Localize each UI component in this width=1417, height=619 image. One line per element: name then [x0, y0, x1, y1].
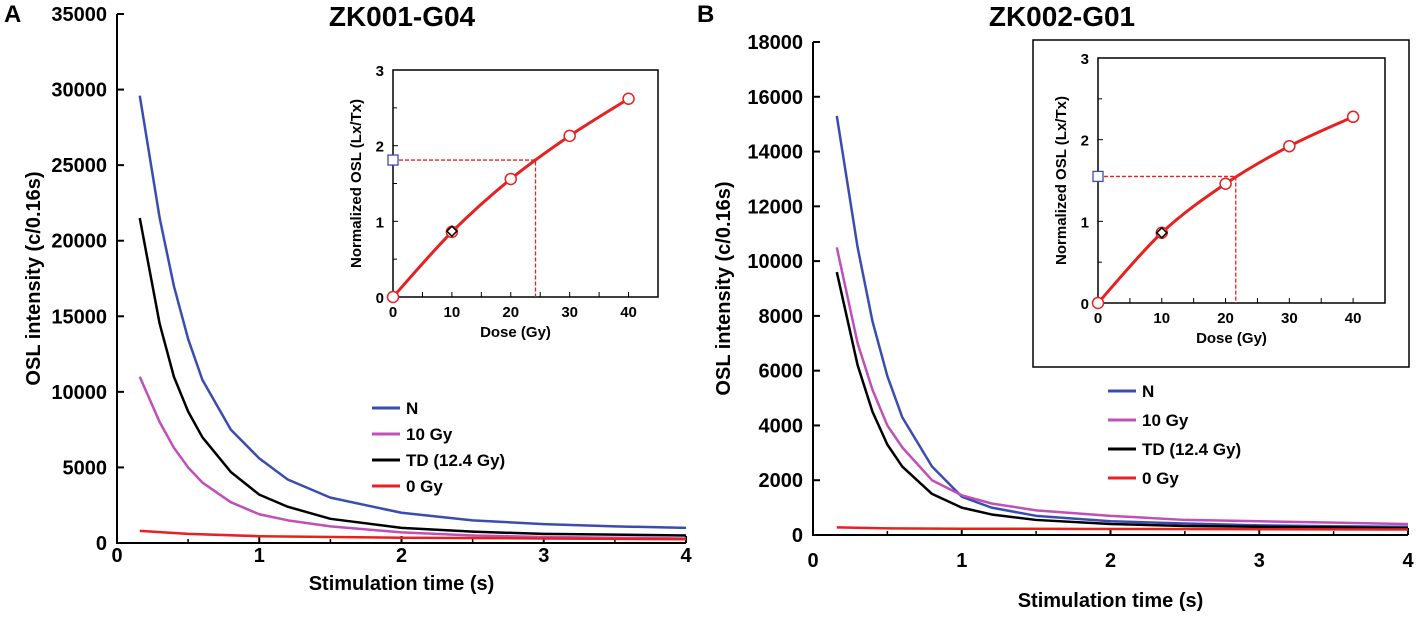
inset-x-tick-label: 40: [620, 304, 637, 321]
y-tick-label: 0: [96, 533, 107, 555]
x-tick-label: 2: [1105, 550, 1116, 572]
legend-label: N: [406, 399, 418, 418]
y-axis-label: OSL intensity (c/0.16s): [713, 181, 735, 395]
x-tick-label: 3: [1254, 550, 1265, 572]
x-tick-label: 2: [396, 545, 407, 567]
legend-label: 10 Gy: [406, 425, 453, 444]
inset-x-tick-label: 20: [502, 304, 519, 321]
panel-label: A: [4, 1, 21, 28]
inset-y-tick-label: 1: [376, 214, 384, 231]
inset-x-tick-label: 20: [1217, 310, 1234, 327]
inset-y-tick-label: 3: [376, 63, 384, 80]
series-line-1: [835, 247, 1409, 526]
inset-y-axis-label: Normalized OSL (Lx/Tx): [348, 99, 365, 268]
legend-label: 0 Gy: [406, 477, 443, 496]
inset-x-tick-label: 10: [1153, 310, 1170, 327]
x-tick-label: 1: [956, 550, 967, 572]
y-tick-label: 35000: [51, 4, 107, 26]
de-projection-line: [1098, 175, 1237, 303]
regen-point: [1283, 139, 1296, 153]
y-tick-label: 20000: [51, 231, 107, 253]
x-tick-label: 1: [254, 545, 265, 567]
y-tick-label: 10000: [51, 382, 107, 404]
chart-title: ZK001-G04: [329, 1, 476, 32]
series-line-3: [139, 529, 687, 541]
natural-signal-point: [387, 154, 399, 166]
regen-point: [504, 172, 518, 186]
regen-point: [1346, 110, 1360, 124]
y-tick-label: 10000: [747, 251, 803, 273]
y-tick-label: 30000: [51, 80, 107, 102]
inset-x-tick-label: 0: [389, 304, 397, 321]
x-tick-label: 4: [680, 545, 692, 567]
inset-x-tick-label: 30: [561, 304, 578, 321]
y-tick-label: 0: [792, 525, 803, 547]
y-tick-label: 16000: [747, 87, 803, 109]
inset-x-axis-label: Dose (Gy): [1196, 330, 1267, 347]
recycling-point: [1155, 226, 1168, 239]
series-line-2: [138, 217, 687, 537]
y-tick-label: 25000: [51, 155, 107, 177]
x-tick-label: 0: [807, 550, 818, 572]
x-tick-label: 0: [111, 545, 122, 567]
x-axis-label: Stimulation time (s): [309, 573, 495, 595]
y-tick-label: 4000: [759, 415, 804, 437]
y-tick-label: 5000: [63, 457, 108, 479]
regen-point: [1219, 177, 1232, 191]
natural-signal-point: [1092, 170, 1104, 183]
y-tick-label: 6000: [759, 361, 804, 383]
y-tick-label: 14000: [747, 142, 803, 164]
y-tick-label: 8000: [759, 306, 804, 328]
regen-point: [386, 290, 400, 304]
inset-y-tick-label: 2: [1081, 133, 1089, 150]
legend-label: TD (12.4 Gy): [1142, 440, 1241, 459]
inset-x-axis-label: Dose (Gy): [480, 324, 551, 341]
legend-label: 0 Gy: [1142, 469, 1179, 488]
y-tick-label: 18000: [747, 32, 803, 54]
legend-label: TD (12.4 Gy): [406, 451, 505, 470]
series-line-0: [835, 115, 1409, 529]
series-line-2: [835, 271, 1409, 530]
recycling-point: [445, 225, 458, 238]
panel-label: B: [697, 1, 714, 28]
inset-x-tick-label: 10: [444, 304, 461, 321]
series-line-0: [138, 95, 687, 530]
x-tick-label: 3: [538, 545, 549, 567]
inset-x-tick-label: 30: [1281, 310, 1298, 327]
series-line-1: [138, 376, 687, 540]
inset-x-tick-label: 0: [1094, 310, 1102, 327]
inset-y-tick-label: 0: [1081, 296, 1089, 313]
y-tick-label: 12000: [747, 196, 803, 218]
inset-y-tick-label: 0: [376, 290, 384, 307]
legend-label: N: [1142, 382, 1154, 401]
y-axis-label: OSL intensity (c/0.16s): [23, 171, 45, 385]
regen-point: [1091, 296, 1105, 310]
regen-point: [563, 129, 576, 143]
regen-point: [622, 92, 635, 106]
x-axis-label: Stimulation time (s): [1018, 590, 1204, 612]
y-tick-label: 15000: [51, 306, 107, 328]
inset-y-tick-label: 3: [1081, 51, 1089, 68]
legend-label: 10 Gy: [1142, 411, 1189, 430]
chart-title: ZK002-G01: [989, 1, 1135, 32]
x-tick-label: 4: [1402, 550, 1414, 572]
inset-x-tick-label: 40: [1345, 310, 1362, 327]
inset-y-tick-label: 2: [376, 139, 384, 156]
series-line-3: [836, 526, 1409, 531]
y-tick-label: 2000: [759, 470, 804, 492]
inset-axes: [1097, 57, 1386, 304]
inset-y-axis-label: Normalized OSL (Lx/Tx): [1053, 96, 1070, 265]
inset-y-tick-label: 1: [1081, 214, 1089, 231]
